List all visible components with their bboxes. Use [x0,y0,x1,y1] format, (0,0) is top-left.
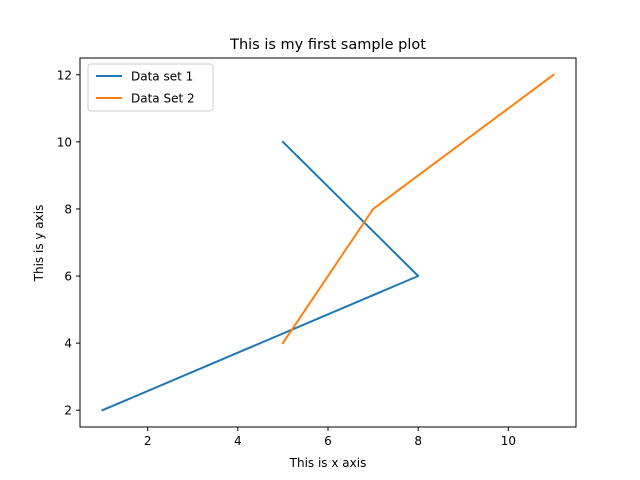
y-tick-label: 12 [57,68,72,82]
y-tick-label: 10 [57,135,72,149]
y-tick-label: 4 [64,337,72,351]
x-tick-label: 10 [501,434,516,448]
plot-area [101,73,555,412]
y-tick-label: 6 [64,270,72,284]
x-tick-label: 2 [144,434,152,448]
x-axis-label: This is x axis [289,456,367,470]
legend-label-1: Data set 1 [131,70,193,84]
x-tick-label: 8 [414,434,422,448]
x-tick-label: 4 [234,434,242,448]
series-line-2 [281,73,555,345]
axes: 2 4 6 8 10 2 4 6 8 10 12 [57,57,577,448]
y-tick-label: 8 [64,202,72,216]
chart-title: This is my first sample plot [229,37,426,53]
y-tick-label: 2 [64,404,72,418]
legend: Data set 1 Data Set 2 [87,63,214,112]
legend-label-2: Data Set 2 [131,92,195,106]
x-tick-label: 6 [324,434,332,448]
y-axis-label: This is y axis [32,205,46,283]
series-line-1 [101,140,420,412]
